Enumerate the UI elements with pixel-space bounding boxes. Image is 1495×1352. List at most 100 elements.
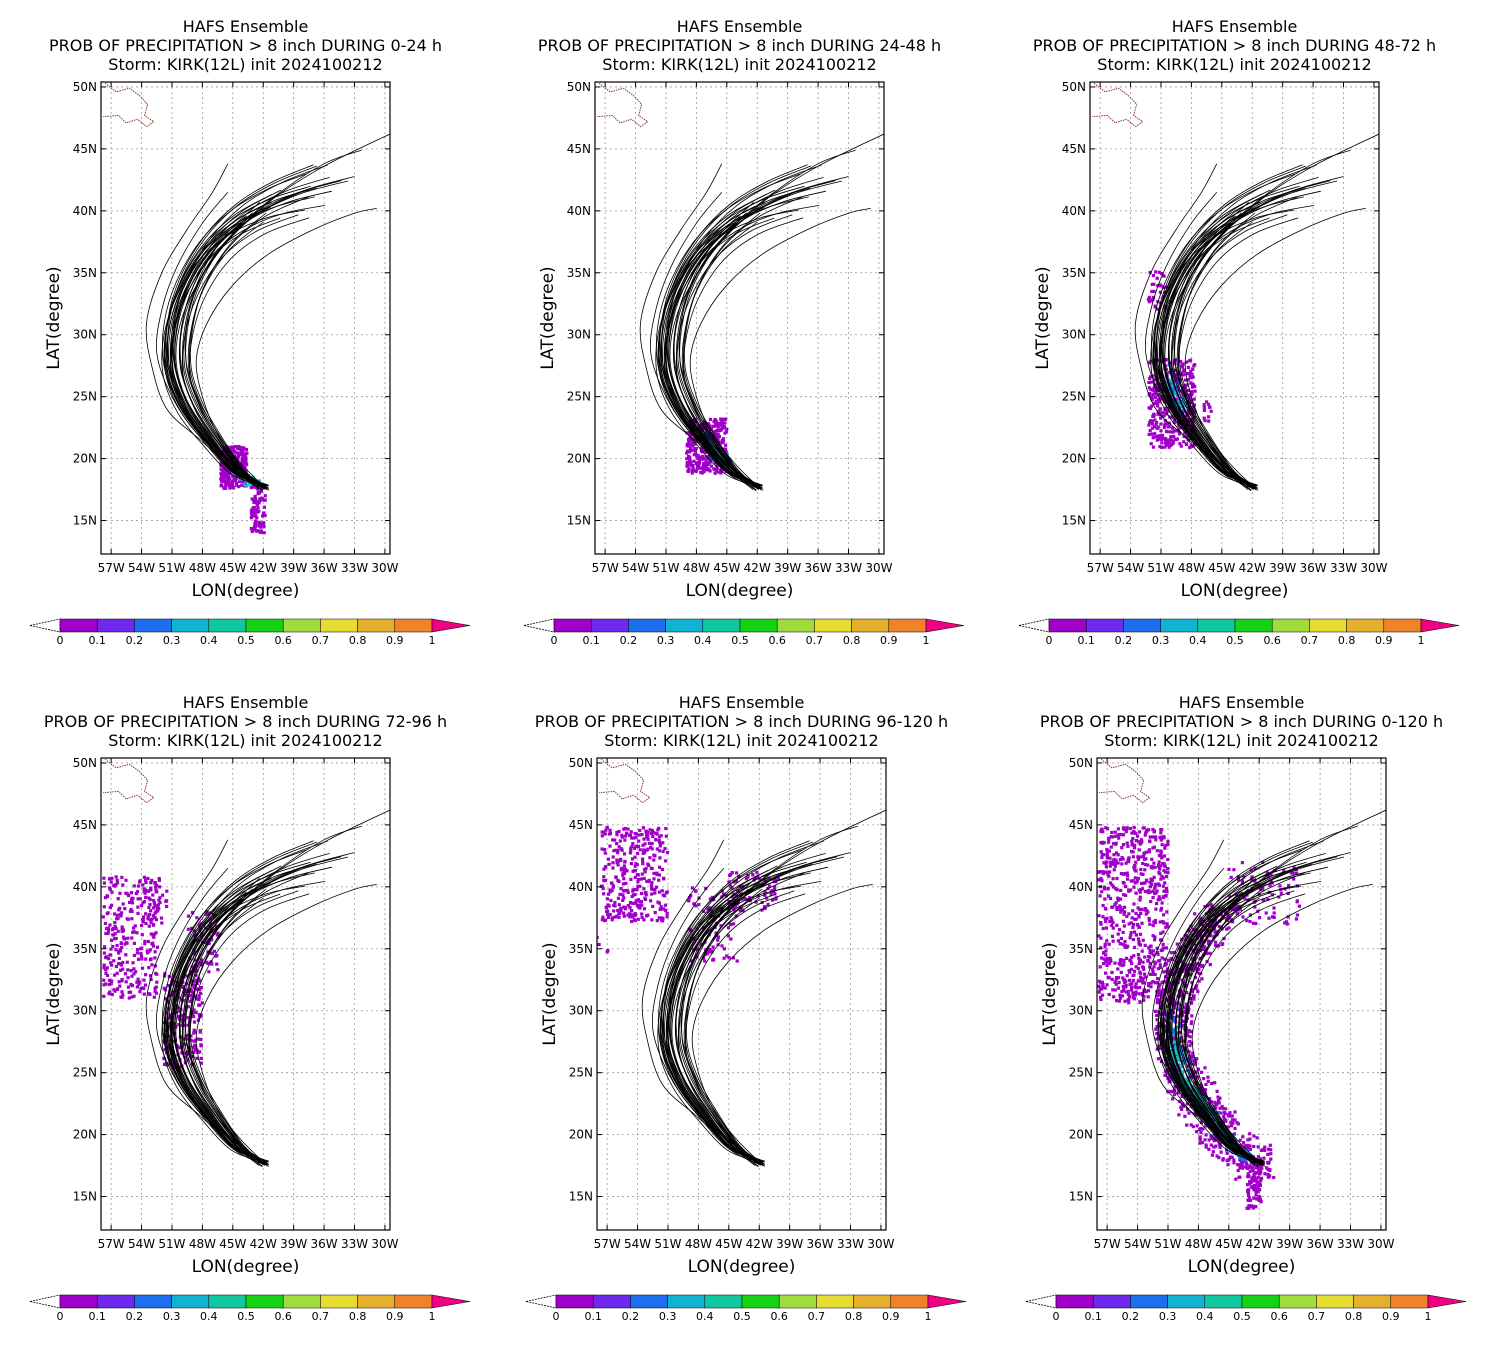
precip-cell: [756, 894, 760, 898]
track-line: [171, 898, 270, 1165]
precip-cell: [725, 954, 729, 958]
precip-cell: [1154, 395, 1158, 399]
precip-cell: [1110, 883, 1114, 887]
precip-cell: [222, 475, 226, 479]
precip-cell: [1173, 368, 1177, 372]
track-line: [184, 201, 262, 487]
precip-cell: [634, 844, 638, 848]
colorbar-label: 0.6: [1263, 634, 1281, 647]
precip-cell: [1189, 997, 1193, 1001]
precip-cell: [133, 924, 137, 928]
track-line: [172, 164, 328, 491]
precip-cell: [1171, 1016, 1175, 1020]
precip-cell: [1130, 839, 1134, 843]
precip-cell: [690, 471, 694, 475]
precip-cell: [1105, 960, 1109, 964]
precip-cell: [1102, 887, 1106, 891]
precip-cell: [1111, 835, 1115, 839]
precip-cell: [1233, 906, 1237, 910]
precip-cell: [172, 979, 176, 983]
precip-cell: [1121, 930, 1125, 934]
precip-cell: [633, 875, 637, 879]
precip-cell: [145, 889, 149, 893]
precip-cell: [1110, 970, 1114, 975]
precip-cell: [1153, 885, 1157, 889]
precip-cell: [1225, 1151, 1229, 1155]
precip-cell: [1266, 1161, 1270, 1165]
precip-cell: [1196, 1097, 1200, 1101]
precip-cell: [1183, 1114, 1187, 1118]
precip-cell: [1172, 1044, 1176, 1048]
colorbar-segment: [394, 618, 433, 633]
precip-cell: [1143, 881, 1147, 885]
precip-cell: [1105, 856, 1109, 860]
precip-cell: [690, 886, 694, 890]
y-axis-label: LAT(degree): [1033, 266, 1053, 369]
precip-cell: [1162, 437, 1166, 441]
precip-cell: [649, 845, 653, 849]
precip-cell: [1141, 854, 1145, 858]
precip-cell: [1166, 438, 1170, 442]
precip-cell: [190, 989, 194, 993]
precip-cell: [691, 466, 695, 470]
precip-cell: [650, 918, 654, 922]
precip-cell: [1099, 922, 1103, 926]
precip-cell: [1104, 907, 1108, 911]
precip-cell: [1114, 841, 1118, 845]
track-line: [673, 212, 760, 486]
precip-cell: [1189, 381, 1193, 385]
precip-cell: [702, 470, 706, 474]
precip-cell: [1127, 856, 1131, 860]
precip-cell: [135, 951, 140, 955]
track-line: [161, 209, 306, 488]
precip-cell: [198, 979, 202, 983]
precip-cell: [1155, 401, 1159, 405]
precip-cell: [112, 959, 116, 963]
precip-cell: [657, 826, 661, 830]
precip-cell: [196, 1018, 200, 1022]
precip-cell: [1216, 944, 1220, 948]
precip-cell: [1155, 997, 1160, 1002]
precip-cell: [148, 913, 152, 917]
precip-cell: [1152, 920, 1156, 924]
precip-cell: [615, 842, 619, 846]
colorbar-low-arrow: [29, 618, 61, 633]
precip-cell: [1154, 891, 1158, 895]
precip-cell: [1104, 870, 1108, 874]
precip-cell: [602, 875, 606, 879]
precip-cell: [692, 448, 696, 452]
precip-cell: [103, 945, 107, 949]
precip-cell: [132, 953, 136, 957]
precip-cell: [697, 458, 701, 462]
track-line: [188, 196, 310, 488]
precip-cell: [1216, 1095, 1220, 1099]
precip-cell: [249, 527, 253, 531]
precip-cell: [1172, 1040, 1176, 1044]
precip-cell: [1178, 371, 1183, 376]
precip-cell: [139, 952, 143, 956]
precip-cell: [1157, 860, 1161, 864]
precip-cell: [1234, 1177, 1238, 1181]
precip-cell: [1100, 956, 1104, 960]
precip-cell: [1127, 889, 1131, 893]
precip-cell: [615, 830, 619, 834]
precip-cell: [712, 430, 716, 434]
precip-cell: [1164, 946, 1168, 950]
precip-cell: [140, 924, 144, 928]
precip-cell: [1139, 838, 1143, 842]
colorbar-label: 0.8: [349, 634, 367, 647]
precip-cell: [1150, 380, 1154, 384]
precip-cell: [1099, 921, 1103, 925]
precip-cell: [155, 980, 159, 984]
precip-cell: [1165, 443, 1169, 447]
precip-cell: [1112, 853, 1116, 857]
precip-cell: [1166, 1068, 1171, 1072]
precip-cell: [1153, 918, 1157, 923]
precip-cell: [655, 871, 659, 875]
precip-cell: [1133, 985, 1137, 989]
precip-cell: [1185, 991, 1189, 995]
precip-cell: [1156, 436, 1160, 440]
precip-cell: [1147, 916, 1151, 920]
precip-cell: [102, 876, 106, 880]
precip-cell: [622, 896, 626, 900]
